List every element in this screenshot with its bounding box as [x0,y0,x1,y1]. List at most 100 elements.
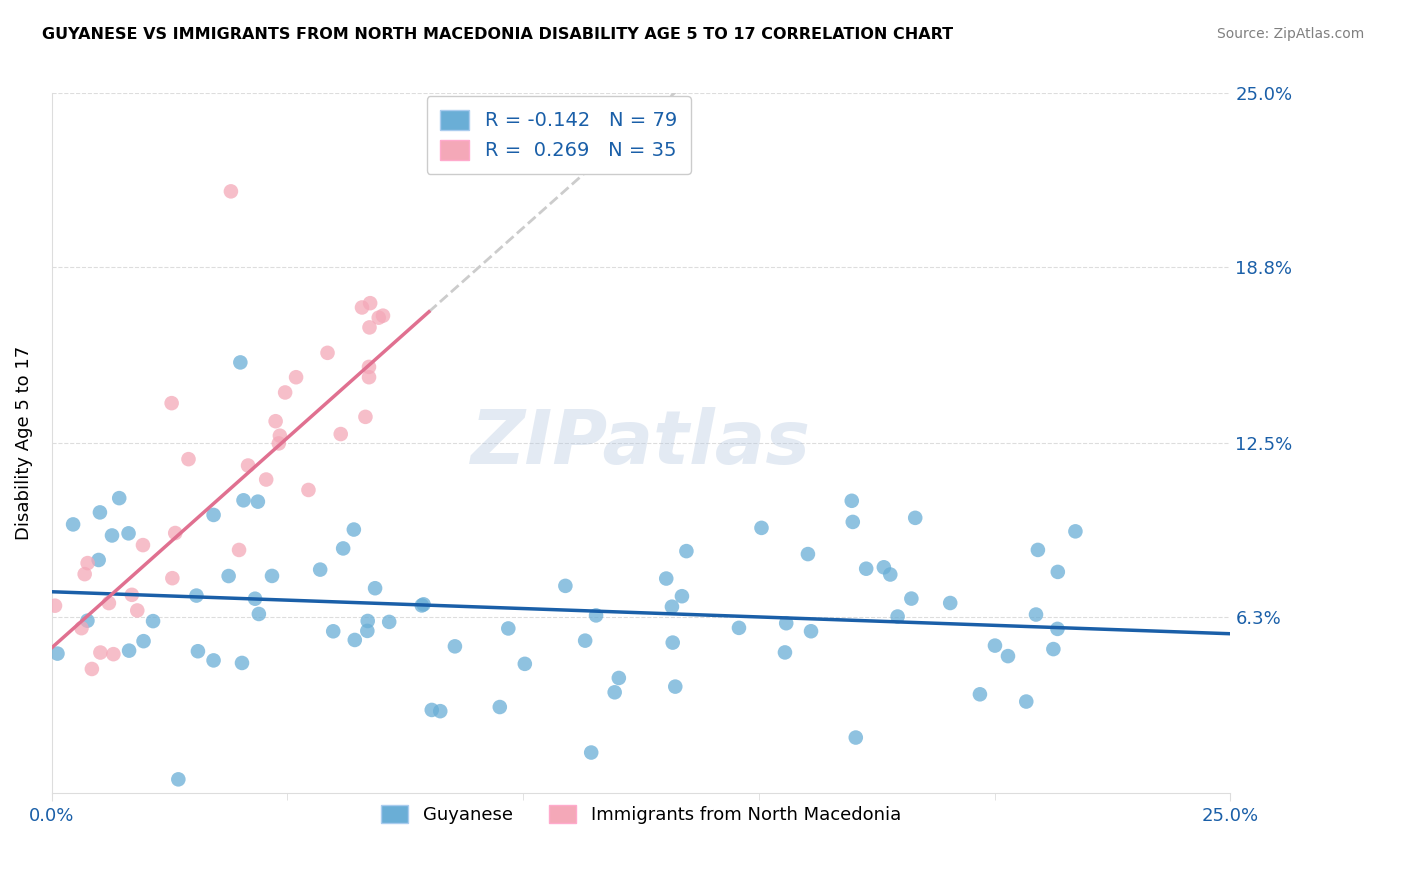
Point [1042,642,1064,657]
Point [661,599,683,614]
Point [202,508,225,522]
Point [87,553,110,567]
Point [316,346,339,360]
Point [498,622,520,636]
Point [343,632,366,647]
Point [89,646,111,660]
Point [1025,607,1047,622]
Point [1046,565,1069,579]
Point [357,359,380,374]
Point [579,746,602,760]
Point [655,572,678,586]
Point [900,591,922,606]
Point [228,543,250,558]
Point [44,599,66,613]
Point [842,515,865,529]
Point [1064,524,1087,539]
Point [603,685,626,699]
Y-axis label: Disability Age 5 to 17: Disability Age 5 to 17 [15,346,32,541]
Point [855,562,877,576]
Point [1015,694,1038,708]
Point [664,680,686,694]
Point [246,494,269,508]
Point [488,700,510,714]
Point [367,310,389,325]
Legend: Guyanese, Immigrants from North Macedonia: Guyanese, Immigrants from North Macedoni… [373,796,910,833]
Point [62,517,84,532]
Point [444,640,467,654]
Point [357,370,380,384]
Point [1046,622,1069,636]
Point [76,614,98,628]
Point [322,624,344,639]
Point [378,615,401,629]
Point [103,647,125,661]
Point [675,544,697,558]
Point [411,599,433,613]
Point [76,556,98,570]
Point [297,483,319,497]
Point [671,589,693,603]
Point [177,452,200,467]
Point [420,703,443,717]
Point [997,649,1019,664]
Point [142,614,165,628]
Point [219,185,242,199]
Point [904,511,927,525]
Point [70,621,93,635]
Point [841,493,863,508]
Point [332,541,354,556]
Point [132,538,155,552]
Point [232,493,254,508]
Point [873,560,896,574]
Point [359,296,381,310]
Point [329,427,352,442]
Point [80,662,103,676]
Point [165,526,187,541]
Point [879,567,901,582]
Text: GUYANESE VS IMMIGRANTS FROM NORTH MACEDONIA DISABILITY AGE 5 TO 17 CORRELATION C: GUYANESE VS IMMIGRANTS FROM NORTH MACEDO… [42,27,953,42]
Point [309,563,332,577]
Point [97,596,120,610]
Point [513,657,536,671]
Point [121,588,143,602]
Point [127,603,149,617]
Point [243,591,266,606]
Point [429,704,451,718]
Point [371,309,394,323]
Point [89,505,111,519]
Point [364,581,387,595]
Point [607,671,630,685]
Point [231,656,253,670]
Text: ZIPatlas: ZIPatlas [471,407,811,480]
Point [343,523,366,537]
Point [969,687,991,701]
Point [229,355,252,369]
Point [357,614,380,628]
Point [247,607,270,621]
Point [773,645,796,659]
Point [101,528,124,542]
Point [254,473,277,487]
Point [554,579,576,593]
Point [350,301,373,315]
Point [728,621,751,635]
Point [187,644,209,658]
Point [132,634,155,648]
Point [800,624,823,639]
Point [167,772,190,787]
Point [984,639,1007,653]
Point [186,589,208,603]
Point [117,526,139,541]
Point [162,571,184,585]
Point [118,643,141,657]
Point [260,569,283,583]
Point [886,609,908,624]
Point [797,547,820,561]
Point [412,598,434,612]
Point [264,414,287,428]
Point [359,320,381,334]
Point [202,653,225,667]
Point [274,385,297,400]
Point [267,436,290,450]
